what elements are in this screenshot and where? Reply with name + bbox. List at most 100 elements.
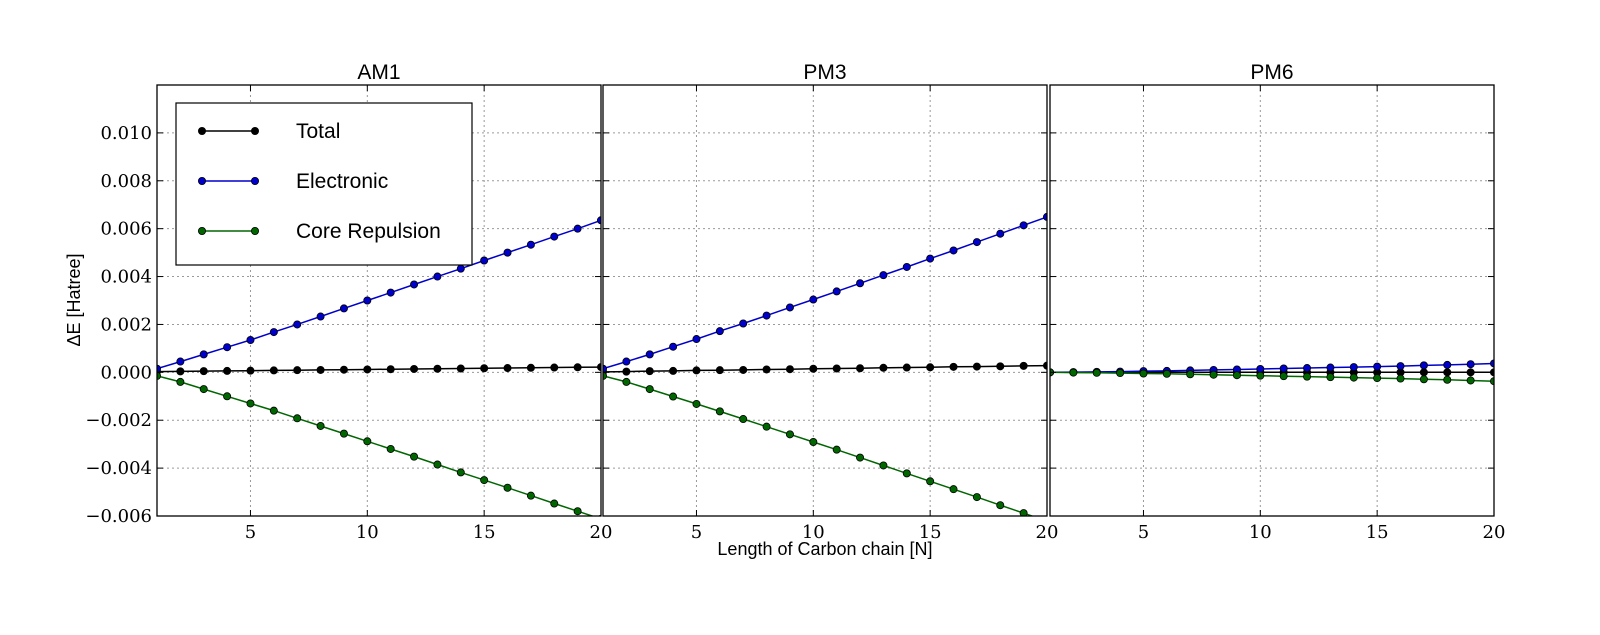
data-point xyxy=(410,452,419,461)
data-point xyxy=(503,248,512,257)
data-point xyxy=(1186,370,1195,379)
data-point xyxy=(762,311,771,320)
data-point xyxy=(526,491,535,500)
data-point xyxy=(386,444,395,453)
data-point xyxy=(739,415,748,424)
data-point xyxy=(1209,370,1218,379)
data-point xyxy=(1092,368,1101,377)
y-tick-label: 0.010 xyxy=(100,123,152,144)
data-point xyxy=(832,445,841,454)
legend-marker xyxy=(250,127,259,136)
y-tick-label: 0.000 xyxy=(100,362,152,383)
data-point xyxy=(1232,371,1241,380)
data-point xyxy=(1466,368,1475,377)
data-point xyxy=(692,366,701,375)
data-point xyxy=(669,366,678,375)
data-point xyxy=(410,280,419,289)
data-point xyxy=(949,246,958,255)
data-point xyxy=(433,460,442,469)
data-point xyxy=(293,414,302,423)
data-point xyxy=(176,357,185,366)
data-point xyxy=(550,499,559,508)
y-tick-label: −0.006 xyxy=(85,506,152,527)
data-point xyxy=(1349,373,1358,382)
data-point xyxy=(1043,212,1047,221)
data-point xyxy=(386,288,395,297)
data-point xyxy=(809,438,818,447)
data-point xyxy=(1043,361,1047,370)
data-point xyxy=(433,364,442,373)
data-point xyxy=(223,343,232,352)
x-tick-label: 20 xyxy=(1483,522,1506,543)
data-point xyxy=(1162,369,1171,378)
data-point xyxy=(856,279,865,288)
series-line xyxy=(157,219,601,370)
data-point xyxy=(456,264,465,273)
data-point xyxy=(316,365,325,374)
data-point xyxy=(1279,364,1288,373)
data-point xyxy=(269,406,278,415)
data-point xyxy=(972,362,981,371)
data-point xyxy=(669,342,678,351)
data-point xyxy=(645,385,654,394)
plot-frame xyxy=(602,84,1048,517)
data-point xyxy=(1466,376,1475,385)
data-point xyxy=(1326,363,1335,372)
data-point xyxy=(856,453,865,462)
plot-frame xyxy=(1049,84,1495,517)
data-point xyxy=(246,366,255,375)
data-point xyxy=(622,377,631,386)
data-point xyxy=(1303,372,1312,381)
data-point xyxy=(622,367,631,376)
data-point xyxy=(386,365,395,374)
data-point xyxy=(573,363,582,372)
data-point xyxy=(832,364,841,373)
data-point xyxy=(339,429,348,438)
x-tick-label: 10 xyxy=(356,522,379,543)
data-point xyxy=(996,362,1005,371)
data-point xyxy=(199,385,208,394)
series-line xyxy=(157,375,595,516)
panel-pm3: 5 10 15 20 PM3 xyxy=(602,61,1058,543)
data-point xyxy=(503,483,512,492)
data-point xyxy=(573,224,582,233)
legend-label: Core Repulsion xyxy=(296,220,441,243)
x-tick-label: 15 xyxy=(919,522,942,543)
data-point xyxy=(293,320,302,329)
data-point xyxy=(1466,360,1475,369)
x-tick-label: 5 xyxy=(691,522,702,543)
data-point xyxy=(926,363,935,372)
data-point xyxy=(480,256,489,265)
data-point xyxy=(715,407,724,416)
data-point xyxy=(199,350,208,359)
legend-marker xyxy=(197,176,206,185)
data-point xyxy=(550,232,559,241)
data-point xyxy=(972,238,981,247)
data-point xyxy=(692,399,701,408)
data-point xyxy=(410,364,419,373)
legend-box xyxy=(175,102,473,266)
data-point xyxy=(223,366,232,375)
data-point xyxy=(1396,362,1405,371)
x-tick-label: 10 xyxy=(1249,522,1272,543)
legend-item-total: Total xyxy=(197,120,340,143)
data-point xyxy=(1443,368,1452,377)
legend-marker xyxy=(250,176,259,185)
data-point xyxy=(526,240,535,249)
x-tick-label: 5 xyxy=(1138,522,1149,543)
x-tick-label: 20 xyxy=(590,522,613,543)
data-point xyxy=(1373,362,1382,371)
data-point xyxy=(1019,509,1028,516)
y-tick-label: 0.004 xyxy=(100,267,152,288)
data-point xyxy=(1443,375,1452,384)
data-point xyxy=(316,312,325,321)
x-tick-label: 15 xyxy=(1366,522,1389,543)
data-point xyxy=(503,364,512,373)
data-point xyxy=(762,422,771,431)
data-point xyxy=(996,501,1005,510)
series-line xyxy=(603,375,1035,516)
series-core-repulsion xyxy=(1050,368,1494,386)
data-point xyxy=(715,366,724,375)
data-point xyxy=(339,304,348,313)
